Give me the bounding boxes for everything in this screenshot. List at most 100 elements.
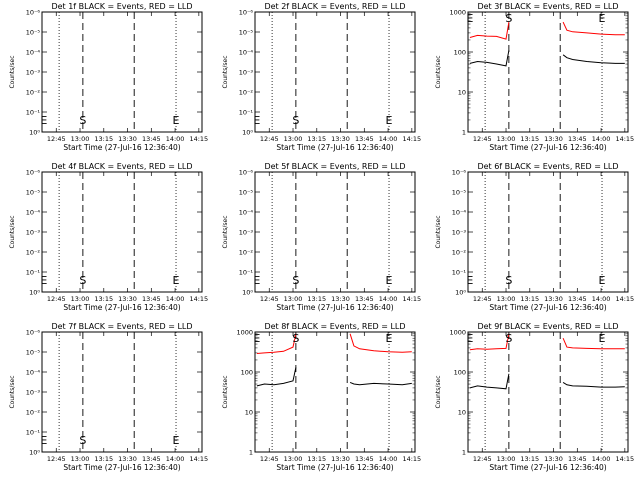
y-axis-label: Counts/sec — [222, 215, 229, 248]
y-tick-label: 10⁻³ — [26, 229, 41, 237]
x-tick-label: 13:15 — [94, 135, 113, 143]
x-axis-label: Start Time (27-Jul-16 12:36:40) — [489, 143, 606, 152]
y-tick-label: 10⁰ — [242, 129, 253, 137]
y-tick-label: 10⁻⁴ — [26, 369, 41, 377]
plot-title: Det 8f BLACK = Events, RED = LLD — [264, 322, 405, 331]
x-tick-label: 13:30 — [544, 135, 563, 143]
y-axis-label: Counts/sec — [222, 55, 229, 88]
event-marker-label: E — [253, 332, 260, 345]
x-tick-label: 13:45 — [568, 295, 587, 303]
x-axis-label: Start Time (27-Jul-16 12:36:40) — [276, 143, 393, 152]
plot-panel-3: Det 3f BLACK = Events, RED = LLD Counts/s… — [435, 2, 634, 152]
y-tick-label: 1000 — [449, 9, 466, 17]
event-marker-label: S — [79, 434, 86, 447]
events-series-line — [562, 54, 625, 64]
x-tick-label: 13:00 — [497, 455, 516, 463]
x-tick-label: 14:00 — [166, 135, 185, 143]
y-tick-label: 10⁻² — [239, 249, 254, 257]
plot-panel-1: Det 1f BLACK = Events, RED = LLD Counts/s… — [9, 2, 208, 152]
x-tick-label: 14:00 — [379, 455, 398, 463]
events-series-line — [469, 50, 510, 67]
y-tick-label: 10⁻⁴ — [239, 49, 254, 57]
x-tick-label: 12:45 — [473, 135, 492, 143]
x-tick-label: 13:30 — [331, 295, 350, 303]
x-tick-label: 14:00 — [379, 295, 398, 303]
y-axis-label: Counts/sec — [435, 375, 442, 408]
event-marker-label: E — [466, 274, 473, 287]
y-axis-label: Counts/sec — [9, 55, 16, 88]
y-tick-label: 10⁰ — [29, 289, 40, 297]
x-tick-label: 13:00 — [497, 135, 516, 143]
plot-panel-6: Det 6f BLACK = Events, RED = LLD Counts/s… — [435, 162, 634, 312]
y-tick-label: 10⁻² — [26, 89, 41, 97]
x-tick-label: 12:45 — [473, 295, 492, 303]
y-tick-label: 10⁻⁶ — [239, 9, 254, 17]
y-tick-label: 10⁻² — [26, 249, 41, 257]
x-tick-label: 13:00 — [71, 455, 90, 463]
lld-series-line — [562, 338, 625, 350]
y-tick-label: 10⁰ — [29, 449, 40, 457]
plot-panel-2: Det 2f BLACK = Events, RED = LLD Counts/s… — [222, 2, 421, 152]
x-tick-label: 13:15 — [520, 135, 539, 143]
y-tick-label: 10⁻¹ — [452, 269, 467, 277]
plot-title: Det 7f BLACK = Events, RED = LLD — [51, 322, 192, 331]
x-tick-label: 14:15 — [615, 455, 634, 463]
x-tick-label: 13:00 — [71, 295, 90, 303]
x-tick-label: 13:30 — [544, 455, 563, 463]
event-marker-label: E — [253, 274, 260, 287]
event-marker-label: E — [386, 114, 393, 127]
x-axis-label: Start Time (27-Jul-16 12:36:40) — [489, 303, 606, 312]
event-marker-label: E — [173, 274, 180, 287]
y-tick-label: 10⁻¹ — [26, 429, 41, 437]
x-tick-label: 14:15 — [189, 135, 208, 143]
y-tick-label: 100 — [454, 369, 466, 377]
x-tick-label: 13:45 — [568, 135, 587, 143]
y-tick-label: 10⁻⁴ — [26, 209, 41, 217]
y-tick-label: 10⁻³ — [452, 229, 467, 237]
y-tick-label: 10 — [245, 409, 253, 417]
y-tick-label: 10⁻⁶ — [26, 169, 41, 177]
event-marker-label: S — [505, 274, 512, 287]
y-tick-label: 10⁻³ — [26, 389, 41, 397]
y-tick-label: 10⁻¹ — [239, 269, 254, 277]
y-axis-label: Counts/sec — [9, 375, 16, 408]
plot-title: Det 2f BLACK = Events, RED = LLD — [264, 2, 405, 11]
x-tick-label: 13:45 — [142, 295, 161, 303]
event-marker-label: E — [40, 274, 47, 287]
y-tick-label: 10⁻¹ — [239, 109, 254, 117]
plot-frame — [467, 11, 629, 133]
x-axis-label: Start Time (27-Jul-16 12:36:40) — [276, 463, 393, 472]
x-tick-label: 13:30 — [118, 455, 137, 463]
lld-series-line — [256, 333, 297, 354]
x-tick-label: 12:45 — [47, 295, 66, 303]
x-tick-label: 13:45 — [355, 455, 374, 463]
y-tick-label: 10⁰ — [242, 289, 253, 297]
event-marker-label: S — [292, 274, 299, 287]
plot-panel-5: Det 5f BLACK = Events, RED = LLD Counts/s… — [222, 162, 421, 312]
event-marker-label: E — [599, 12, 606, 25]
x-tick-label: 12:45 — [47, 135, 66, 143]
y-tick-label: 10⁻⁶ — [26, 9, 41, 17]
x-tick-label: 13:15 — [94, 295, 113, 303]
y-tick-label: 10⁻⁴ — [239, 209, 254, 217]
x-tick-label: 13:30 — [331, 135, 350, 143]
x-tick-label: 13:15 — [520, 455, 539, 463]
y-tick-label: 10⁻⁴ — [452, 209, 467, 217]
y-tick-label: 10⁻⁵ — [452, 189, 467, 197]
x-tick-label: 13:45 — [142, 455, 161, 463]
y-tick-label: 1000 — [236, 329, 253, 337]
x-axis-label: Start Time (27-Jul-16 12:36:40) — [63, 143, 180, 152]
y-tick-label: 1 — [462, 129, 466, 137]
x-tick-label: 13:00 — [71, 135, 90, 143]
y-tick-label: 100 — [454, 49, 466, 57]
x-tick-label: 13:45 — [568, 455, 587, 463]
x-tick-label: 14:15 — [402, 135, 421, 143]
lld-series-line — [562, 21, 625, 36]
y-tick-label: 10⁻⁴ — [26, 49, 41, 57]
x-tick-label: 13:15 — [520, 295, 539, 303]
x-tick-label: 14:15 — [402, 455, 421, 463]
y-tick-label: 10 — [458, 89, 466, 97]
y-tick-label: 10⁻⁶ — [26, 329, 41, 337]
events-series-line — [256, 367, 297, 387]
y-tick-label: 10⁻⁵ — [239, 29, 254, 37]
